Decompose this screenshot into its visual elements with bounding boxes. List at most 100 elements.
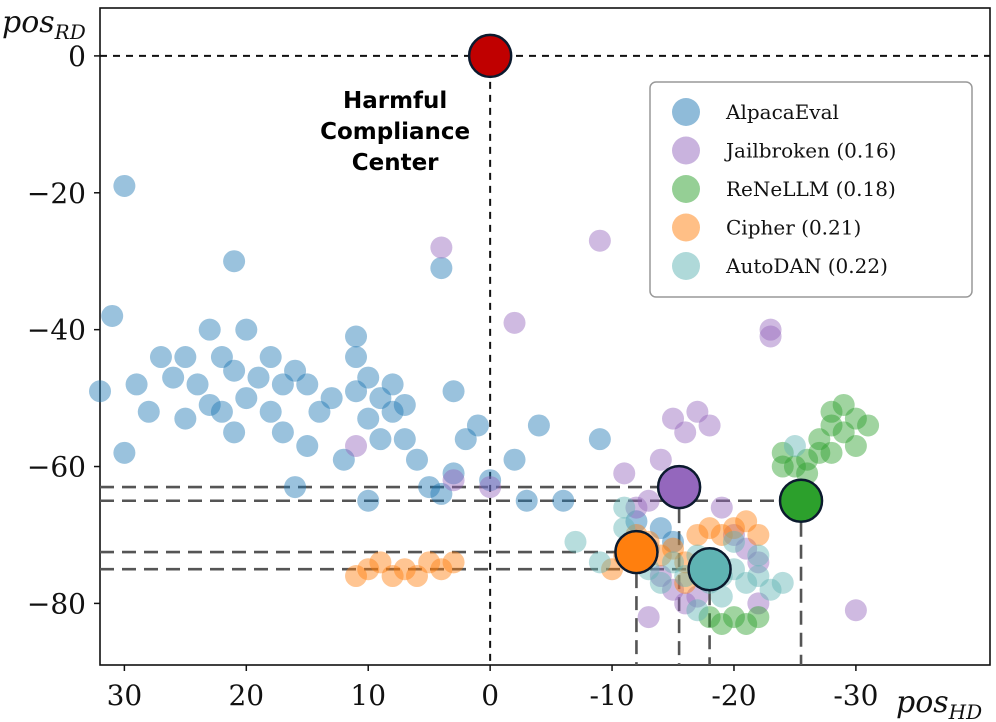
scatter-point — [747, 523, 770, 546]
scatter-point — [722, 530, 745, 553]
scatter-point — [820, 400, 843, 423]
data-points — [89, 174, 880, 635]
scatter-point — [113, 174, 136, 197]
x-tick-label: 20 — [228, 679, 264, 712]
scatter-point — [698, 414, 721, 437]
scatter-point — [564, 530, 587, 553]
legend-label: Cipher (0.21) — [726, 216, 861, 240]
scatter-point — [320, 387, 343, 410]
scatter-point — [857, 414, 880, 437]
scatter-point — [698, 606, 721, 629]
scatter-point — [247, 366, 270, 389]
scatter-point — [174, 346, 197, 369]
scatter-point — [149, 346, 172, 369]
scatter-point — [771, 571, 794, 594]
scatter-point — [649, 448, 672, 471]
scatter-point — [771, 441, 794, 464]
scatter-point — [710, 612, 733, 635]
scatter-point — [722, 606, 745, 629]
scatter-point — [296, 373, 319, 396]
scatter-point — [393, 428, 416, 451]
scatter-point — [442, 462, 465, 485]
scatter-point — [747, 565, 770, 588]
scatter-point — [832, 421, 855, 444]
legend-label: AutoDAN (0.22) — [725, 254, 888, 278]
scatter-point — [235, 387, 258, 410]
y-tick-label: −40 — [27, 314, 86, 347]
scatter-point — [223, 250, 246, 273]
scatter-point — [381, 373, 404, 396]
scatter-point — [186, 373, 209, 396]
scatter-point — [430, 558, 453, 581]
legend-marker — [672, 136, 700, 165]
scatter-point — [479, 476, 502, 499]
scatter-point — [637, 489, 660, 512]
scatter-point — [223, 359, 246, 382]
legend-label: ReNeLLM (0.18) — [726, 177, 896, 201]
scatter-point — [503, 448, 526, 471]
x-axis-ticks: 30 20 10 0 -10 -20 -30 — [107, 665, 878, 712]
legend-marker — [672, 175, 700, 203]
x-tick-label: 0 — [481, 679, 499, 712]
scatter-point — [162, 366, 185, 389]
scatter-point — [479, 469, 502, 492]
scatter-point — [515, 489, 538, 512]
annotation: Harmful Compliance Center — [320, 88, 470, 176]
y-tick-label: 0 — [68, 40, 86, 73]
scatter-point — [223, 421, 246, 444]
scatter-point — [357, 489, 380, 512]
x-tick-label: -20 — [711, 679, 756, 712]
legend-marker — [672, 98, 700, 126]
scatter-point — [418, 476, 441, 499]
scatter-point — [820, 441, 843, 464]
scatter-point — [405, 565, 428, 588]
scatter-point — [783, 435, 806, 457]
scatter-point — [369, 428, 392, 451]
scatter-point — [442, 380, 465, 403]
scatter-point — [613, 462, 636, 485]
x-tick-label: -30 — [833, 679, 878, 712]
scatter-point — [844, 599, 867, 622]
centroid-marker — [614, 529, 659, 575]
scatter-point — [686, 599, 709, 622]
scatter-point — [588, 551, 611, 574]
scatter-point — [625, 496, 648, 519]
plot-frame — [99, 7, 991, 666]
scatter-point — [662, 551, 685, 574]
x-tick-label: 10 — [350, 679, 386, 712]
scatter-point — [101, 304, 124, 327]
scatter-point — [698, 517, 721, 540]
scatter-point — [832, 393, 855, 416]
scatter-point — [686, 523, 709, 546]
y-tick-label: −20 — [27, 177, 86, 210]
scatter-point — [357, 407, 380, 430]
scatter-point — [722, 517, 745, 540]
scatter-point — [735, 571, 758, 594]
scatter-point — [820, 414, 843, 437]
y-tick-label: −60 — [27, 451, 86, 484]
scatter-point — [284, 359, 307, 382]
scatter-point — [808, 428, 831, 451]
scatter-point — [284, 476, 307, 499]
scatter-point — [783, 455, 806, 478]
guide-lines — [100, 54, 990, 665]
legend: AlpacaEval Jailbroken (0.16) ReNeLLM (0.18… — [649, 81, 973, 298]
scatter-point — [613, 496, 636, 519]
legend-label: AlpacaEval — [725, 100, 839, 124]
scatter-point — [588, 229, 611, 252]
scatter-point — [369, 551, 392, 574]
centroid-marker — [656, 464, 702, 510]
scatter-point — [345, 565, 368, 588]
scatter-point — [430, 482, 453, 505]
scatter-point — [844, 407, 867, 430]
scatter-point — [588, 428, 611, 451]
scatter-point — [442, 551, 465, 574]
scatter-point — [662, 578, 685, 601]
harmful-compliance-center-marker — [467, 33, 513, 79]
scatter-point — [625, 510, 648, 533]
scatter-point — [747, 606, 770, 629]
scatter-point — [747, 551, 770, 574]
scatter-point — [210, 400, 233, 423]
scatter-point — [89, 380, 111, 403]
